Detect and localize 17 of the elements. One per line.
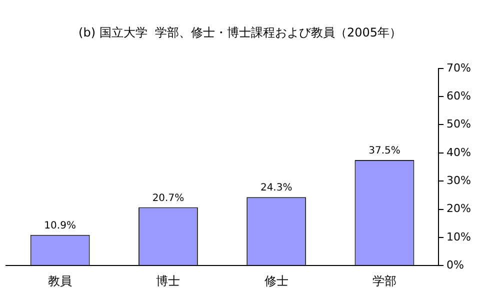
y-tick-label: 60% [446, 89, 472, 102]
data-label: 10.9% [44, 220, 76, 232]
y-tick-label: 20% [446, 202, 472, 216]
y-tick-label: 0% [446, 258, 464, 272]
x-tick-label: 教員 [48, 274, 72, 288]
chart-title: (b) 国立大学 学部、修士・博士課程および教員（2005年） [78, 25, 402, 40]
x-tick-label: 学部 [372, 274, 396, 288]
y-tick-label: 10% [446, 230, 472, 244]
y-tick-label: 70% [446, 61, 472, 74]
data-label: 20.7% [152, 192, 184, 204]
y-tick-label: 40% [446, 146, 472, 159]
x-tick-label: 修士 [264, 274, 288, 288]
data-label: 37.5% [368, 146, 400, 157]
x-tick-label: 博士 [156, 274, 180, 288]
y-tick-label: 50% [446, 118, 472, 131]
data-label: 24.3% [260, 182, 292, 194]
y-tick-label: 30% [446, 174, 472, 187]
